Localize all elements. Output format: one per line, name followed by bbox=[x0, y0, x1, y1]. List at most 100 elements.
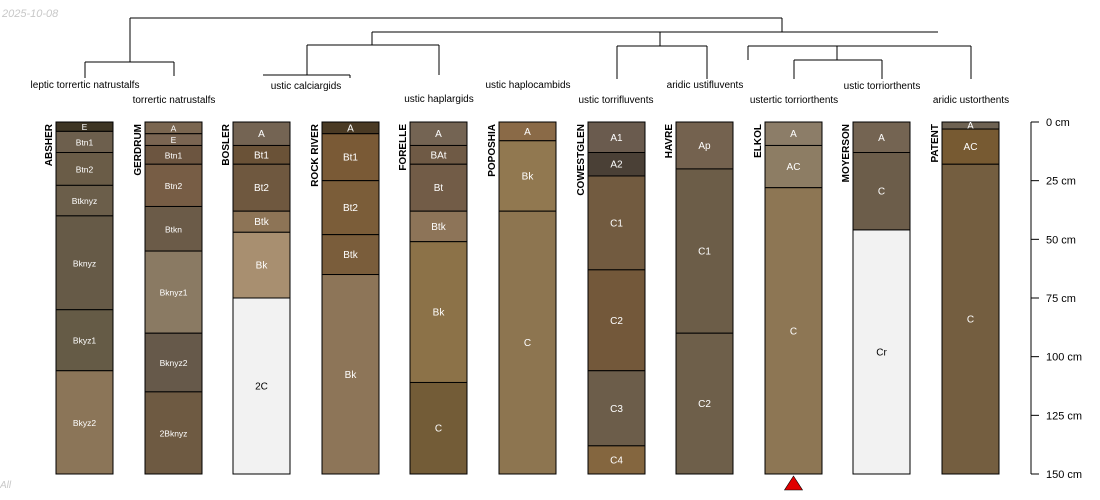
horizon-label: C1 bbox=[610, 218, 623, 229]
profile-name-havre: HAVRE bbox=[664, 124, 675, 159]
horizon-cowestglen-2 bbox=[587, 175, 646, 271]
horizon-absher-4 bbox=[55, 215, 114, 311]
horizon-label: C2 bbox=[610, 316, 623, 327]
horizon-havre-1 bbox=[675, 168, 734, 334]
taxon-label: aridic ustorthents bbox=[933, 95, 1009, 106]
depth-tick-label: 75 cm bbox=[1046, 293, 1076, 305]
horizon-poposhia-2 bbox=[498, 210, 557, 475]
horizon-moyerson-2 bbox=[852, 229, 911, 475]
horizon-absher-3 bbox=[55, 184, 114, 217]
depth-tick-label: 125 cm bbox=[1046, 410, 1082, 422]
horizon-label: A bbox=[967, 121, 974, 132]
horizon-label: Bknyz bbox=[73, 258, 96, 268]
horizon-moyerson-1 bbox=[852, 152, 911, 231]
horizon-cowestglen-5 bbox=[587, 445, 646, 475]
horizon-absher-5 bbox=[55, 309, 114, 372]
profile-gerdrum: AE Btn1 Btn2 Btkn Bknyz1 Bknyz2 2Bknyz GERDRUM bbox=[133, 121, 203, 475]
horizon-gerdrum-7 bbox=[144, 391, 203, 475]
horizon-label: A bbox=[878, 133, 885, 144]
horizon-label: Bt1 bbox=[254, 150, 269, 161]
depth-tick-label: 50 cm bbox=[1046, 234, 1076, 246]
horizon-label: Cr bbox=[876, 347, 887, 358]
profile-name-poposhia: POPOSHIA bbox=[487, 124, 498, 177]
horizon-cowestglen-0 bbox=[587, 121, 646, 154]
horizon-label: Bknyz2 bbox=[160, 358, 188, 368]
profile-name-forelle: FORELLE bbox=[398, 124, 409, 171]
horizon-forelle-3 bbox=[409, 210, 468, 243]
horizon-label: Btk bbox=[343, 250, 358, 261]
horizon-label: A2 bbox=[610, 160, 623, 171]
horizon-cowestglen-3 bbox=[587, 269, 646, 372]
profile-elkol: A AC C ELKOL bbox=[753, 121, 823, 475]
taxa-labels: leptic torrertic natrustalfs torrertic na… bbox=[31, 80, 1010, 106]
footer-tag: All bbox=[0, 480, 12, 491]
taxon-label: ustic torriorthents bbox=[844, 81, 921, 92]
horizon-elkol-1 bbox=[764, 144, 823, 189]
taxon-label: ustic calciargids bbox=[271, 81, 342, 92]
horizon-forelle-4 bbox=[409, 241, 468, 383]
horizon-absher-6 bbox=[55, 370, 114, 475]
horizon-label: A bbox=[171, 123, 177, 133]
horizon-label: A bbox=[435, 129, 442, 140]
horizon-label: 2C bbox=[255, 382, 268, 393]
horizon-label: Bt bbox=[434, 183, 444, 194]
horizon-label: C3 bbox=[610, 404, 623, 415]
taxon-label: ustic haplargids bbox=[404, 94, 473, 105]
horizon-moyerson-0 bbox=[852, 121, 911, 154]
taxon-label: ustic haplocambids bbox=[485, 80, 570, 91]
profile-name-bosler: BOSLER bbox=[221, 123, 232, 165]
horizon-label: Bknyz1 bbox=[160, 288, 188, 298]
horizon-gerdrum-3 bbox=[144, 163, 203, 207]
horizon-label: Btknyz bbox=[72, 196, 98, 206]
horizon-label: Btkn bbox=[165, 224, 182, 234]
profile-name-rock-river: ROCK RIVER bbox=[310, 123, 321, 187]
horizon-label: Btn1 bbox=[76, 137, 94, 147]
horizon-poposhia-1 bbox=[498, 140, 557, 212]
profile-havre: Ap C1 C2 HAVRE bbox=[664, 121, 734, 475]
horizon-label: Btn2 bbox=[76, 164, 94, 174]
horizon-label: Bk bbox=[256, 261, 269, 272]
horizon-bosler-5 bbox=[232, 297, 291, 475]
profile-name-elkol: ELKOL bbox=[753, 124, 764, 158]
horizon-label: Ap bbox=[698, 141, 711, 152]
horizon-label: Btk bbox=[431, 222, 446, 233]
horizon-label: A1 bbox=[610, 133, 623, 144]
depth-tick-label: 0 cm bbox=[1046, 117, 1070, 129]
horizon-havre-2 bbox=[675, 332, 734, 475]
taxon-label: leptic torrertic natrustalfs bbox=[31, 80, 140, 91]
horizon-label: C bbox=[790, 326, 797, 337]
horizon-label: C bbox=[878, 187, 885, 198]
horizon-gerdrum-5 bbox=[144, 250, 203, 334]
horizon-label: BAt bbox=[430, 150, 446, 161]
profile-name-patent: PATENT bbox=[930, 124, 941, 163]
horizon-elkol-2 bbox=[764, 187, 823, 475]
depth-tick-label: 25 cm bbox=[1046, 176, 1076, 188]
horizon-label: Bk bbox=[522, 171, 535, 182]
horizon-label: C1 bbox=[698, 247, 711, 258]
taxon-label: aridic ustifluvents bbox=[667, 80, 744, 91]
profile-name-moyerson: MOYERSON bbox=[841, 124, 852, 182]
horizon-label: A bbox=[347, 123, 354, 134]
horizon-bosler-2 bbox=[232, 163, 291, 212]
depth-axis: 0 cm 25 cm 50 cm 75 cm 100 cm 125 cm 150 cm bbox=[1030, 117, 1082, 481]
horizon-label: Btn1 bbox=[165, 150, 183, 160]
horizon-rock-river-1 bbox=[321, 133, 380, 182]
profile-bosler: A Bt1 Bt2 Btk Bk 2C BOSLER bbox=[221, 121, 291, 475]
horizon-label: Bt2 bbox=[254, 183, 269, 194]
horizon-label: E bbox=[171, 135, 177, 145]
markers bbox=[783, 475, 804, 491]
horizon-label: C4 bbox=[610, 455, 623, 466]
horizon-label: Bk bbox=[345, 370, 358, 381]
depth-tick-label: 150 cm bbox=[1046, 469, 1082, 481]
profile-name-gerdrum: GERDRUM bbox=[133, 124, 144, 176]
horizon-gerdrum-6 bbox=[144, 332, 203, 393]
horizon-bosler-4 bbox=[232, 231, 291, 299]
horizon-gerdrum-4 bbox=[144, 205, 203, 252]
horizon-label: A bbox=[258, 129, 265, 140]
horizon-label: C bbox=[524, 338, 531, 349]
horizon-label: A bbox=[524, 127, 531, 138]
horizon-label: Bkyz2 bbox=[73, 418, 96, 428]
profile-name-cowestglen: COWESTGLEN bbox=[576, 124, 587, 196]
